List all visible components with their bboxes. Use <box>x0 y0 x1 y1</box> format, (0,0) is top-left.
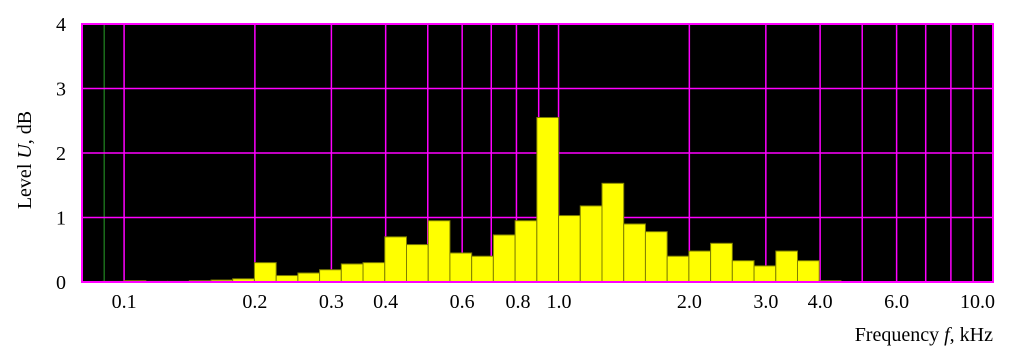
y-tick-label-4: 4 <box>56 14 66 36</box>
bar-27 <box>688 250 712 283</box>
bar-29 <box>731 260 755 283</box>
bar-30 <box>753 265 777 283</box>
bar-23 <box>601 182 625 283</box>
bar-18 <box>492 234 516 283</box>
bar-10 <box>319 269 342 283</box>
x-tick-label-6: 1.0 <box>547 291 572 313</box>
x-tick-label-9: 4.0 <box>808 291 833 313</box>
y-tick-label-2: 2 <box>56 143 66 165</box>
bar-20 <box>536 117 560 283</box>
y-axis-title: Level U, dB <box>14 111 36 209</box>
x-tick-labels: 0.1 0.2 0.3 0.4 0.6 0.8 1.0 2.0 3.0 4.0 6.0 10.0 <box>112 291 995 313</box>
x-tick-label-8: 3.0 <box>753 291 778 313</box>
bars <box>101 117 842 283</box>
bar-14 <box>406 244 429 283</box>
bar-31 <box>775 250 798 283</box>
x-axis-title: Frequency f, kHz <box>855 324 993 346</box>
x-tick-label-11: 10.0 <box>960 291 995 313</box>
x-tick-label-4: 0.6 <box>450 291 475 313</box>
x-tick-label-1: 0.2 <box>242 291 267 313</box>
bar-19 <box>514 220 538 283</box>
x-tick-label-5: 0.8 <box>505 291 530 313</box>
bar-15 <box>427 220 451 283</box>
bar-24 <box>623 223 646 283</box>
bar-12 <box>362 262 386 283</box>
bar-25 <box>644 231 668 283</box>
bar-13 <box>384 236 408 283</box>
bar-21 <box>558 215 581 283</box>
y-tick-label-3: 3 <box>56 79 66 101</box>
x-tick-label-10: 6.0 <box>884 291 909 313</box>
bar-28 <box>710 242 733 283</box>
bar-11 <box>340 263 364 283</box>
bar-32 <box>796 260 820 283</box>
bar-7 <box>253 262 277 283</box>
y-tick-label-0: 0 <box>56 272 66 294</box>
y-tick-label-1: 1 <box>56 208 66 230</box>
bar-22 <box>579 205 603 283</box>
plot-frame <box>81 23 994 283</box>
bar-9 <box>297 272 321 283</box>
bar-16 <box>449 252 473 283</box>
x-tick-label-7: 2.0 <box>677 291 702 313</box>
bar-17 <box>471 255 494 283</box>
x-tick-label-2: 0.3 <box>319 291 344 313</box>
bar-26 <box>666 255 690 283</box>
x-tick-label-3: 0.4 <box>373 291 398 313</box>
x-tick-label-0: 0.1 <box>112 291 137 313</box>
y-tick-labels: 0 1 2 3 4 <box>56 14 66 294</box>
